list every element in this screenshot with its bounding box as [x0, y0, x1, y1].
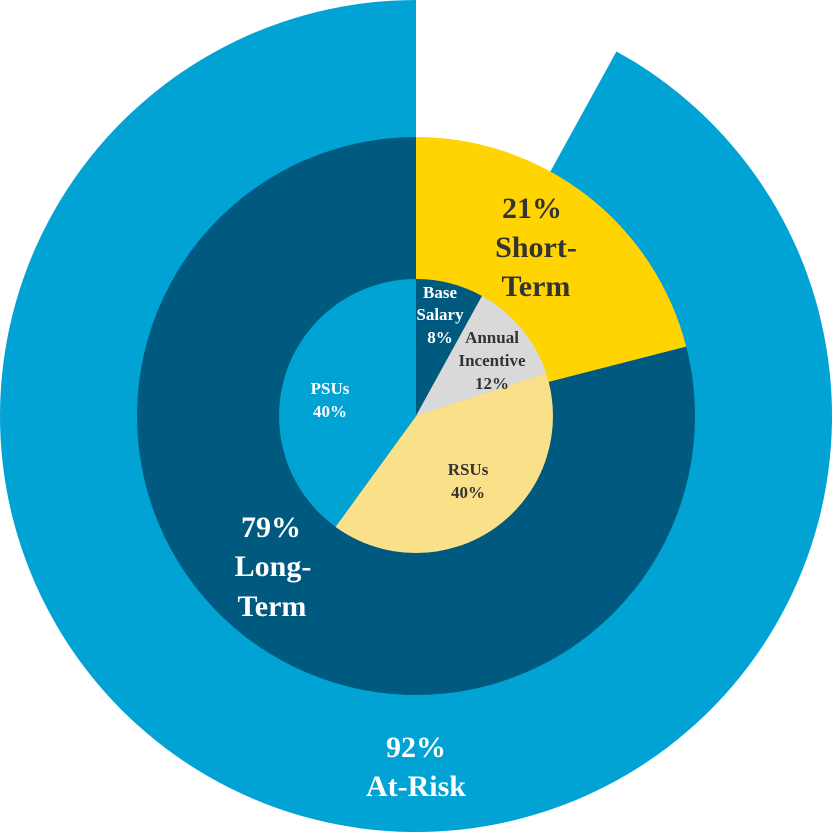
label-psus-pct: 40% — [313, 402, 347, 421]
slice-annual-incentive — [416, 295, 547, 416]
label-base-salary-1: Base — [423, 283, 457, 302]
slice-base-salary — [416, 279, 483, 416]
label-long-term-pct: 79% — [241, 511, 301, 544]
label-at-risk-name: At-Risk — [366, 770, 466, 803]
label-psus-name: PSUs — [311, 379, 350, 398]
label-rsus-name: RSUs — [448, 460, 489, 479]
label-annual-incentive-pct: 12% — [475, 374, 509, 393]
label-annual-incentive-2: Incentive — [458, 351, 526, 370]
slice-psus — [279, 279, 416, 527]
label-short-term-name-2: Term — [502, 270, 571, 303]
label-short-term-name-1: Short- — [495, 231, 577, 264]
label-long-term-name-2: Term — [238, 590, 307, 623]
label-long-term-name-1: Long- — [235, 550, 312, 583]
label-base-salary-pct: 8% — [427, 328, 453, 347]
label-short-term-pct: 21% — [502, 192, 562, 225]
label-rsus-pct: 40% — [451, 483, 485, 502]
label-base-salary-2: Salary — [416, 305, 464, 324]
label-annual-incentive-1: Annual — [465, 328, 519, 347]
label-at-risk-pct: 92% — [386, 731, 446, 764]
slice-rsus — [335, 373, 553, 553]
